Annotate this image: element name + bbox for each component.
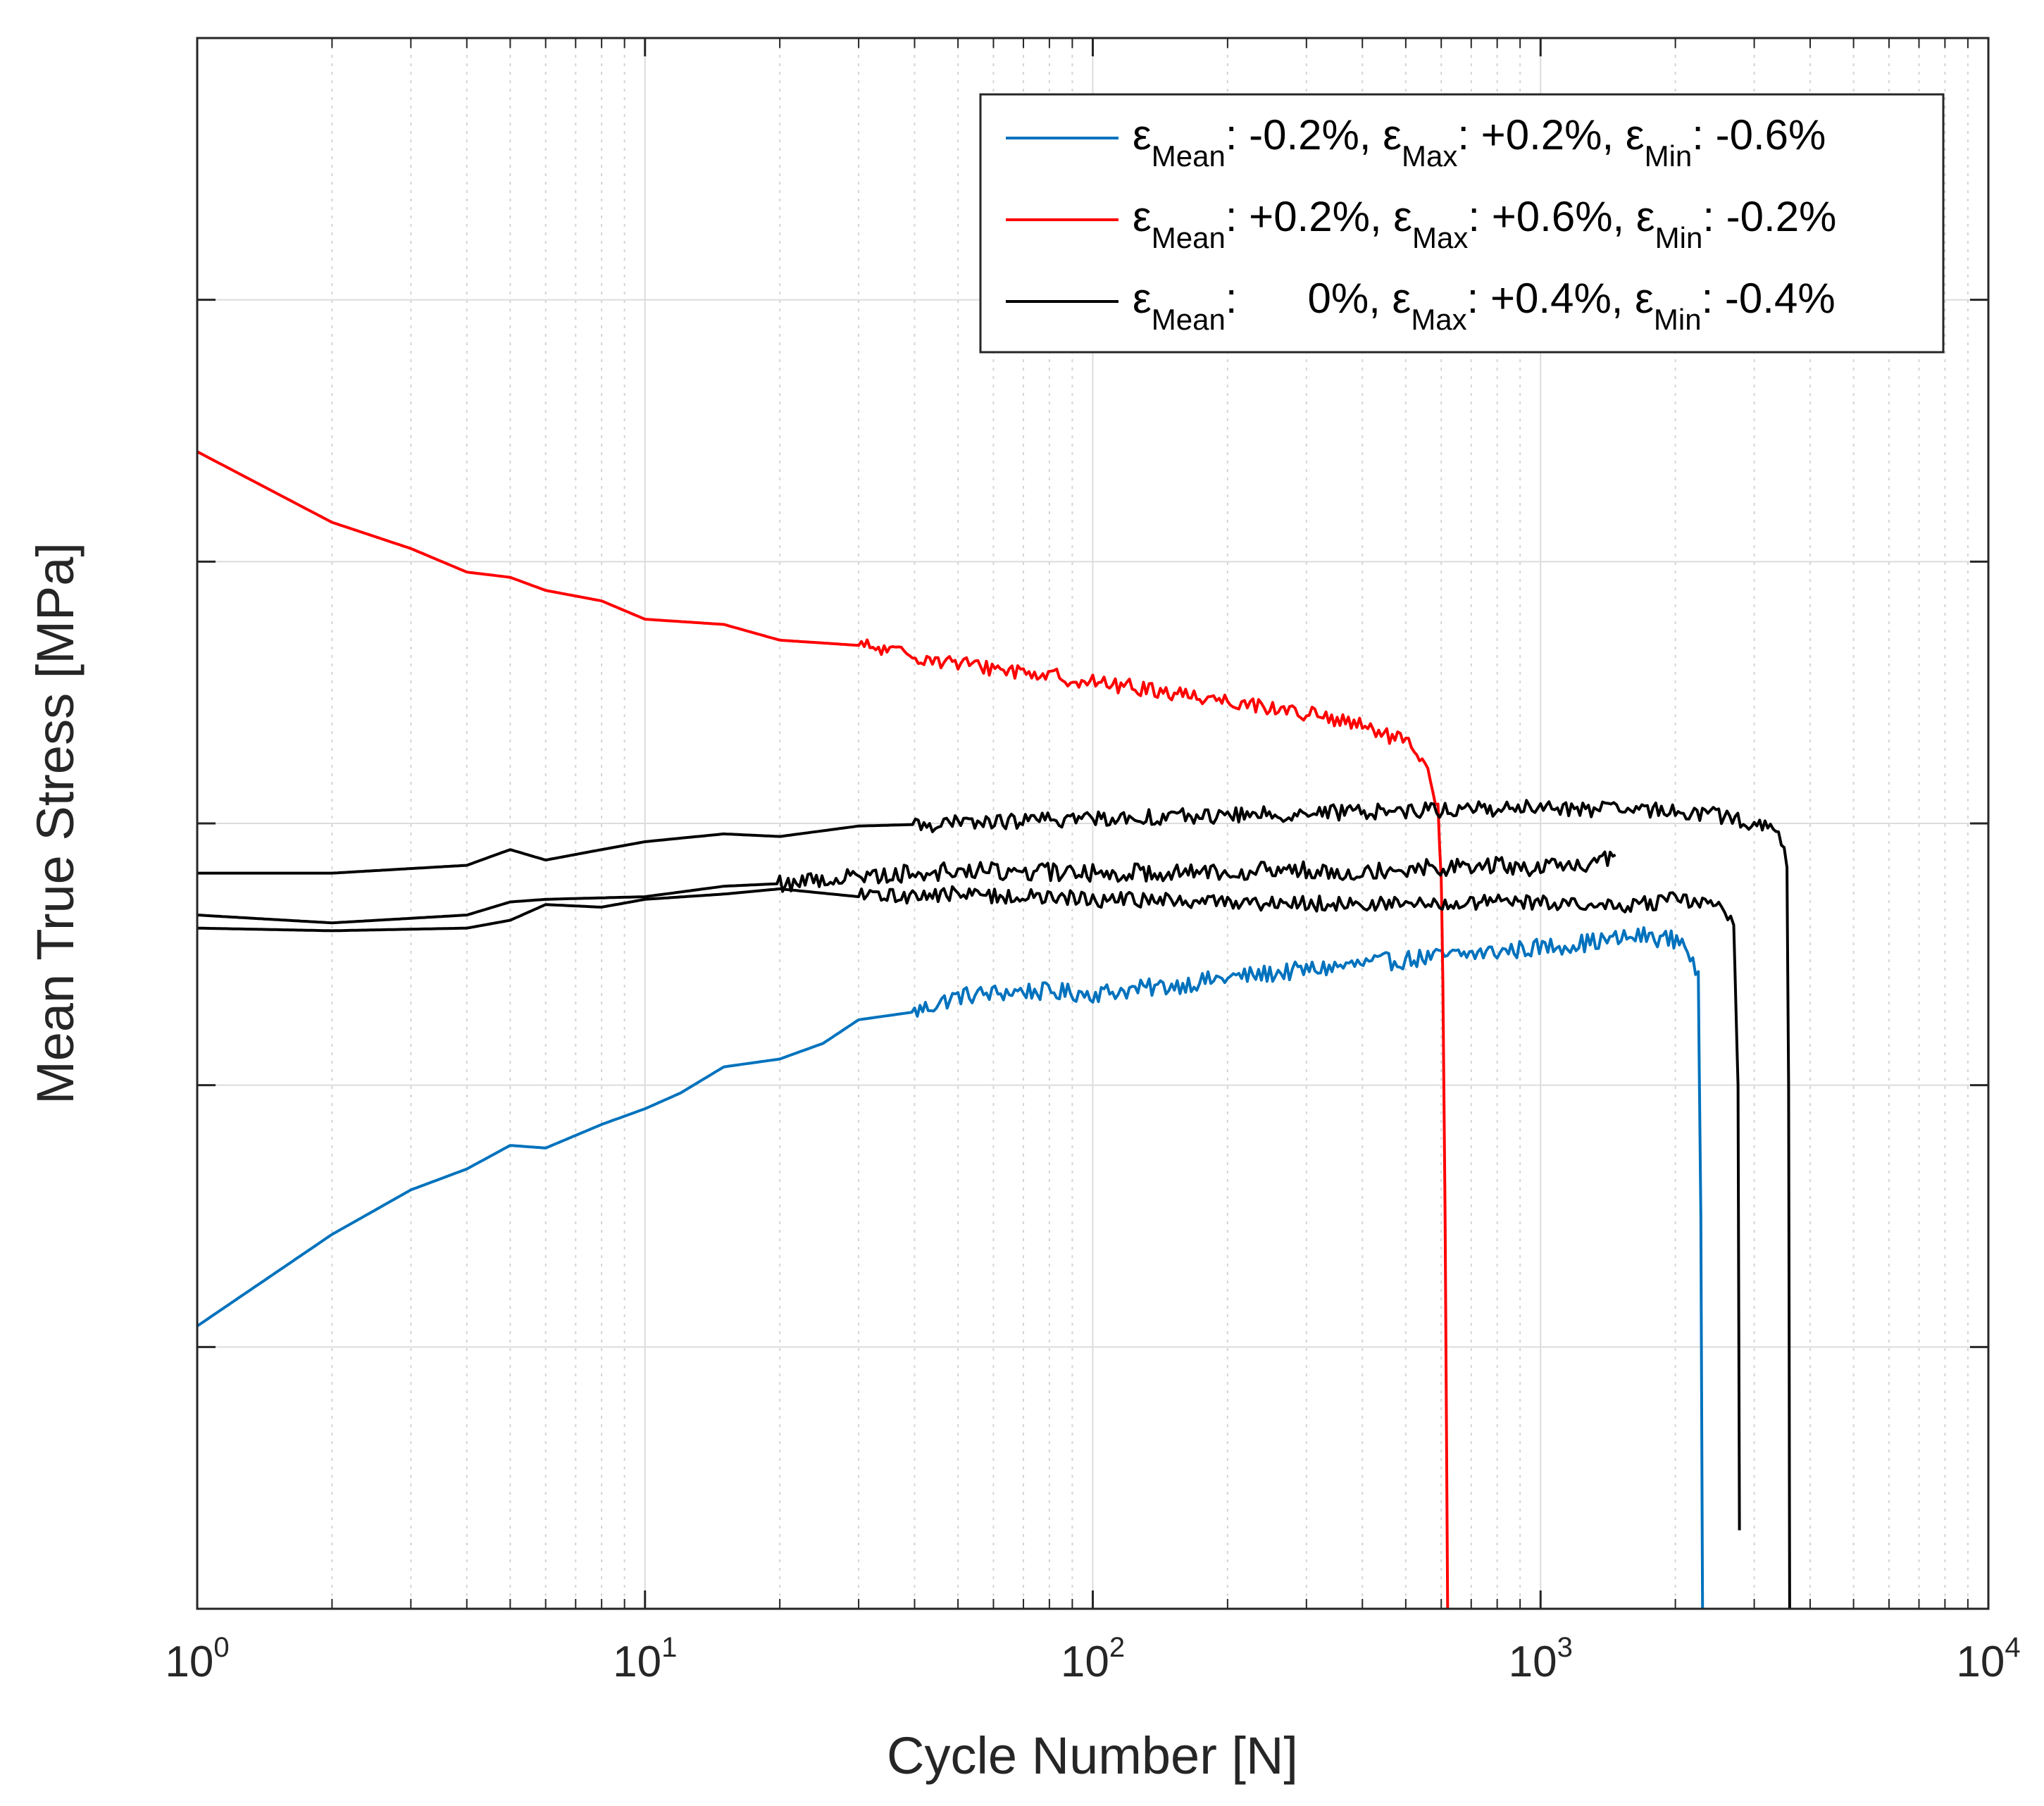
legend-text-part: : -0.2%, ε bbox=[1226, 111, 1402, 158]
legend-subscript: Min bbox=[1645, 139, 1693, 173]
x-tick-exponent: 4 bbox=[2005, 1632, 2020, 1663]
legend-subscript: Mean bbox=[1152, 139, 1226, 173]
series-line-1 bbox=[196, 926, 1705, 1609]
x-tick-base: 10 bbox=[1509, 1638, 1557, 1686]
legend-label-2: εMean: +0.2%, εMax: +0.6%, εMin: -0.2% bbox=[1133, 193, 1836, 254]
series-line-5 bbox=[197, 885, 1741, 1531]
series-line-3 bbox=[197, 799, 1791, 1609]
series-line-4 bbox=[197, 850, 1616, 925]
y-axis-title: Mean True Stress [MPa] bbox=[26, 542, 85, 1104]
x-tick-label: 103 bbox=[1509, 1632, 1573, 1686]
series-group bbox=[196, 450, 1791, 1609]
legend-text-part: : +0.4%, ε bbox=[1467, 275, 1654, 322]
x-tick-label: 104 bbox=[1956, 1632, 2020, 1686]
legend-text-part: : 0%, ε bbox=[1226, 275, 1412, 322]
legend-label-1: εMean: -0.2%, εMax: +0.2%, εMin: -0.6% bbox=[1133, 111, 1826, 173]
legend-box bbox=[979, 93, 1945, 354]
x-tick-exponent: 1 bbox=[661, 1632, 677, 1663]
legend-subscript: Max bbox=[1402, 139, 1457, 173]
x-tick-label: 100 bbox=[165, 1632, 229, 1686]
legend-text-part: : -0.6% bbox=[1692, 111, 1826, 158]
legend-text-part: ε bbox=[1133, 275, 1152, 322]
series-line-2 bbox=[197, 450, 1450, 1609]
x-axis-title: Cycle Number [N] bbox=[887, 1726, 1298, 1785]
legend-subscript: Min bbox=[1654, 303, 1702, 336]
legend-subscript: Max bbox=[1411, 303, 1466, 336]
legend-text-part: : +0.2%, ε bbox=[1457, 111, 1644, 158]
legend-subscript: Mean bbox=[1152, 221, 1226, 254]
legend-subscript: Mean bbox=[1152, 303, 1226, 336]
legend-text-part: : -0.2% bbox=[1702, 193, 1836, 240]
legend-subscript: Min bbox=[1655, 221, 1703, 254]
legend: εMean: -0.2%, εMax: +0.2%, εMin: -0.6%εM… bbox=[979, 93, 1945, 354]
x-tick-base: 10 bbox=[1956, 1638, 2005, 1686]
legend-text-part: : -0.4% bbox=[1702, 275, 1836, 322]
x-tick-label: 102 bbox=[1061, 1632, 1125, 1686]
x-tick-base: 10 bbox=[165, 1638, 213, 1686]
legend-text-part: ε bbox=[1133, 111, 1152, 158]
x-tick-exponent: 0 bbox=[213, 1632, 229, 1663]
x-tick-base: 10 bbox=[613, 1638, 661, 1686]
x-tick-exponent: 2 bbox=[1109, 1632, 1125, 1663]
legend-text-part: ε bbox=[1133, 193, 1152, 240]
legend-subscript: Max bbox=[1412, 221, 1468, 254]
x-tick-base: 10 bbox=[1061, 1638, 1109, 1686]
legend-text-part: : +0.6%, ε bbox=[1468, 193, 1654, 240]
legend-text-part: : +0.2%, ε bbox=[1226, 193, 1412, 240]
x-tick-exponent: 3 bbox=[1557, 1632, 1573, 1663]
x-tick-label: 101 bbox=[613, 1632, 677, 1686]
x-tick-labels: 100 101 102 103 104 bbox=[165, 1632, 2020, 1686]
legend-label-3: εMean: 0%, εMax: +0.4%, εMin: -0.4% bbox=[1133, 275, 1836, 336]
tick-marks bbox=[196, 37, 1990, 1610]
